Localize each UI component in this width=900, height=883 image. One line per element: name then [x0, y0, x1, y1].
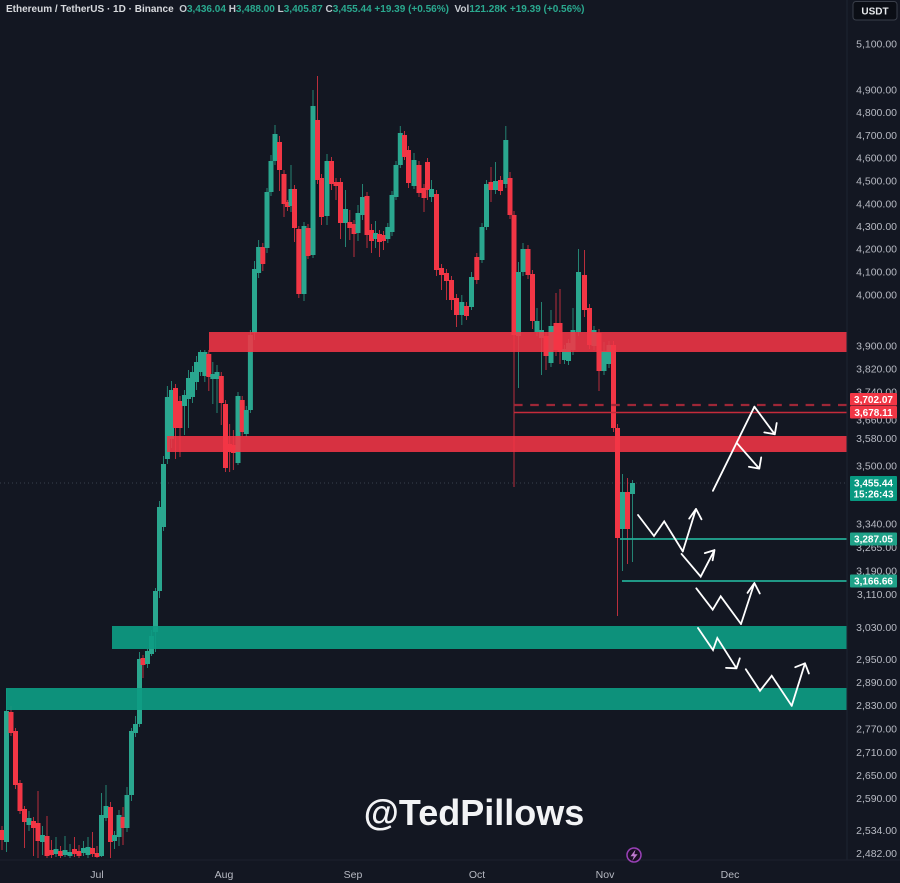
svg-text:3,820.00: 3,820.00 [856, 364, 897, 376]
svg-text:4,500.00: 4,500.00 [856, 176, 897, 188]
svg-text:2,710.00: 2,710.00 [856, 747, 897, 759]
svg-text:3,678.11: 3,678.11 [854, 408, 893, 419]
svg-text:4,300.00: 4,300.00 [856, 221, 897, 233]
svg-text:2,950.00: 2,950.00 [856, 654, 897, 666]
svg-text:3,455.44: 3,455.44 [854, 479, 893, 490]
svg-text:3,340.00: 3,340.00 [856, 519, 897, 531]
svg-text:Nov: Nov [596, 869, 615, 881]
svg-text:Jul: Jul [90, 869, 103, 881]
svg-text:3,702.07: 3,702.07 [854, 395, 893, 406]
svg-text:4,900.00: 4,900.00 [856, 85, 897, 97]
svg-text:3,900.00: 3,900.00 [856, 341, 897, 353]
svg-text:3,110.00: 3,110.00 [857, 589, 897, 601]
svg-text:2,650.00: 2,650.00 [856, 770, 897, 782]
svg-text:Aug: Aug [215, 869, 234, 881]
svg-text:2,534.00: 2,534.00 [856, 825, 897, 837]
svg-text:Sep: Sep [344, 869, 363, 881]
svg-text:@TedPillows: @TedPillows [364, 792, 584, 833]
svg-text:5,100.00: 5,100.00 [856, 39, 897, 51]
svg-text:4,100.00: 4,100.00 [856, 267, 897, 279]
svg-text:4,400.00: 4,400.00 [856, 199, 897, 211]
svg-text:3,166.66: 3,166.66 [854, 577, 893, 588]
svg-text:2,482.00: 2,482.00 [856, 848, 897, 860]
svg-text:2,590.00: 2,590.00 [856, 793, 897, 805]
svg-text:USDT: USDT [861, 7, 888, 18]
svg-text:3,500.00: 3,500.00 [856, 461, 897, 473]
svg-text:2,830.00: 2,830.00 [856, 700, 897, 712]
svg-text:15:26:43: 15:26:43 [853, 490, 893, 501]
svg-text:4,700.00: 4,700.00 [856, 130, 897, 142]
svg-text:Oct: Oct [469, 869, 485, 881]
svg-text:Dec: Dec [721, 869, 740, 881]
svg-text:4,800.00: 4,800.00 [856, 107, 897, 119]
svg-text:2,890.00: 2,890.00 [856, 677, 897, 689]
svg-text:3,287.05: 3,287.05 [854, 535, 893, 546]
svg-text:2,770.00: 2,770.00 [856, 724, 897, 736]
svg-text:4,000.00: 4,000.00 [856, 290, 897, 302]
svg-text:3,030.00: 3,030.00 [856, 622, 897, 634]
svg-text:4,200.00: 4,200.00 [856, 244, 897, 256]
svg-text:3,580.00: 3,580.00 [856, 433, 897, 445]
svg-text:4,600.00: 4,600.00 [856, 153, 897, 165]
